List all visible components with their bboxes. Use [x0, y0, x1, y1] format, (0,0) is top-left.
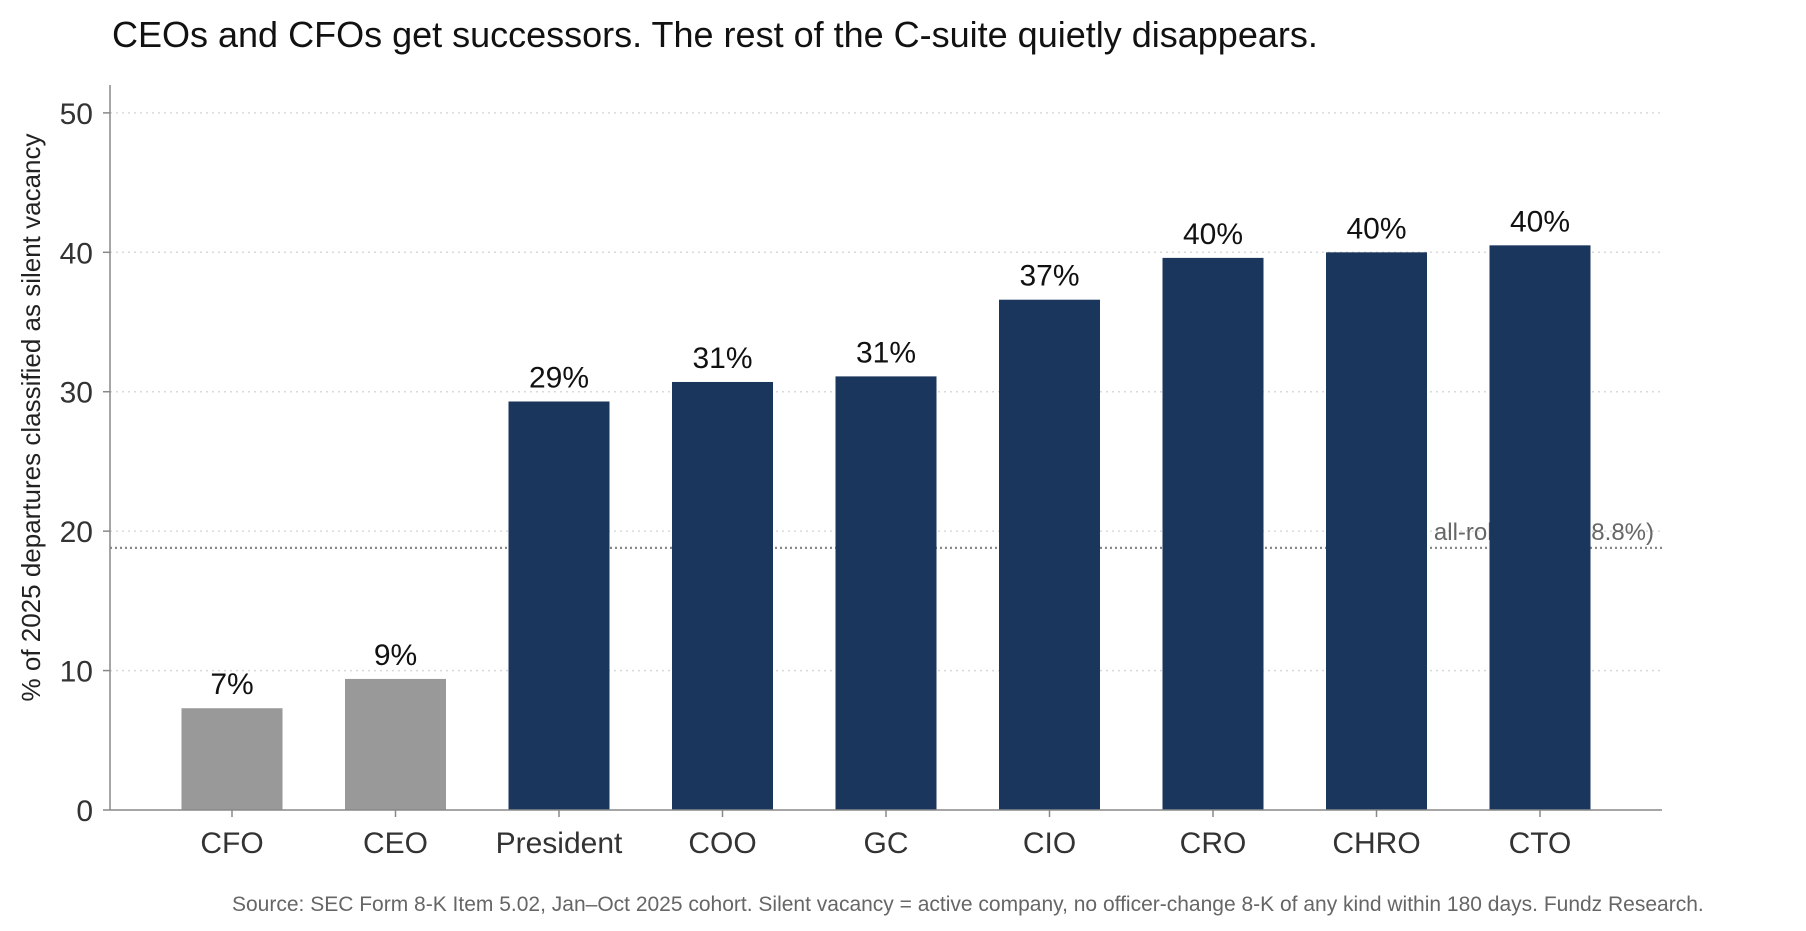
data-label-coo: 31%: [692, 342, 752, 375]
data-labels: 7% 9% 29% 31% 31% 37% 40% 40% 40%: [210, 205, 1570, 701]
gridlines: [110, 112, 1662, 672]
bar-cto: [1489, 245, 1591, 810]
x-tick-label-gc: GC: [864, 827, 909, 860]
data-label-cfo: 7%: [210, 668, 253, 701]
x-tick-label-coo: COO: [688, 827, 756, 860]
x-tick-label-president: President: [496, 827, 623, 860]
data-label-gc: 31%: [856, 336, 916, 369]
data-label-ceo: 9%: [374, 639, 417, 672]
x-tick-label-chro: CHRO: [1332, 827, 1420, 860]
data-label-president: 29%: [529, 361, 589, 394]
y-tick-label: 40: [60, 237, 93, 270]
chart-title: CEOs and CFOs get successors. The rest o…: [112, 14, 1318, 55]
x-tick-label-cro: CRO: [1180, 827, 1247, 860]
x-tick-label-cto: CTO: [1509, 827, 1572, 860]
bars: [181, 245, 1591, 811]
bar-chro: [1326, 252, 1427, 811]
bar-ceo: [345, 678, 446, 810]
bar-cro: [1162, 257, 1264, 810]
bar-cio: [999, 299, 1100, 810]
y-tick-label: 30: [60, 377, 93, 410]
data-label-cto: 40%: [1510, 205, 1570, 238]
data-label-cio: 37%: [1019, 260, 1079, 293]
data-label-chro: 40%: [1346, 212, 1406, 245]
bar-cfo: [181, 708, 283, 810]
bar-president: [508, 401, 610, 810]
y-tick-label: 10: [60, 656, 93, 689]
axes: [103, 85, 1662, 817]
y-tick-label: 20: [60, 516, 93, 549]
x-tick-label-ceo: CEO: [363, 827, 428, 860]
y-tick-label: 0: [76, 795, 93, 828]
y-tick-labels: 0 10 20 30 40 50: [60, 98, 93, 828]
bar-gc: [835, 376, 937, 810]
source-note: Source: SEC Form 8-K Item 5.02, Jan–Oct …: [232, 893, 1704, 916]
y-axis-label: % of 2025 departures classified as silen…: [16, 134, 46, 702]
y-tick-label: 50: [60, 98, 93, 131]
x-tick-label-cio: CIO: [1023, 827, 1076, 860]
x-tick-labels: CFO CEO President COO GC CIO CRO CHRO CTO: [200, 827, 1571, 860]
bar-coo: [672, 381, 773, 810]
data-label-cro: 40%: [1183, 218, 1243, 251]
x-tick-label-cfo: CFO: [200, 827, 263, 860]
